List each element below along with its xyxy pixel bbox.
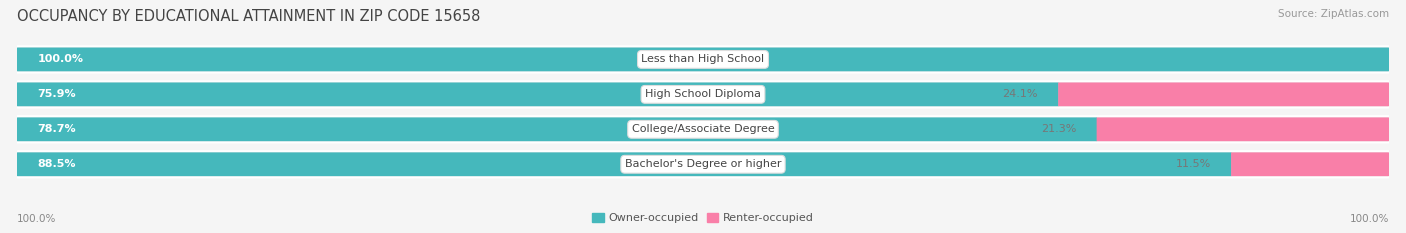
- Text: 100.0%: 100.0%: [17, 214, 56, 224]
- FancyBboxPatch shape: [17, 82, 1059, 106]
- Text: Less than High School: Less than High School: [641, 55, 765, 64]
- Text: 78.7%: 78.7%: [38, 124, 76, 134]
- FancyBboxPatch shape: [17, 152, 1232, 176]
- FancyBboxPatch shape: [17, 117, 1097, 141]
- Text: 100.0%: 100.0%: [1350, 214, 1389, 224]
- FancyBboxPatch shape: [1059, 82, 1389, 106]
- FancyBboxPatch shape: [17, 151, 1389, 177]
- Text: College/Associate Degree: College/Associate Degree: [631, 124, 775, 134]
- Text: OCCUPANCY BY EDUCATIONAL ATTAINMENT IN ZIP CODE 15658: OCCUPANCY BY EDUCATIONAL ATTAINMENT IN Z…: [17, 9, 481, 24]
- Text: High School Diploma: High School Diploma: [645, 89, 761, 99]
- Text: Bachelor's Degree or higher: Bachelor's Degree or higher: [624, 159, 782, 169]
- Text: 11.5%: 11.5%: [1175, 159, 1211, 169]
- FancyBboxPatch shape: [1232, 152, 1389, 176]
- Text: 100.0%: 100.0%: [38, 55, 83, 64]
- FancyBboxPatch shape: [1097, 117, 1389, 141]
- FancyBboxPatch shape: [17, 81, 1389, 107]
- Text: 75.9%: 75.9%: [38, 89, 76, 99]
- Text: 88.5%: 88.5%: [38, 159, 76, 169]
- Legend: Owner-occupied, Renter-occupied: Owner-occupied, Renter-occupied: [588, 208, 818, 227]
- FancyBboxPatch shape: [17, 46, 1389, 72]
- FancyBboxPatch shape: [17, 116, 1389, 142]
- Text: Source: ZipAtlas.com: Source: ZipAtlas.com: [1278, 9, 1389, 19]
- FancyBboxPatch shape: [17, 48, 1389, 71]
- Text: 24.1%: 24.1%: [1002, 89, 1038, 99]
- Text: 21.3%: 21.3%: [1040, 124, 1076, 134]
